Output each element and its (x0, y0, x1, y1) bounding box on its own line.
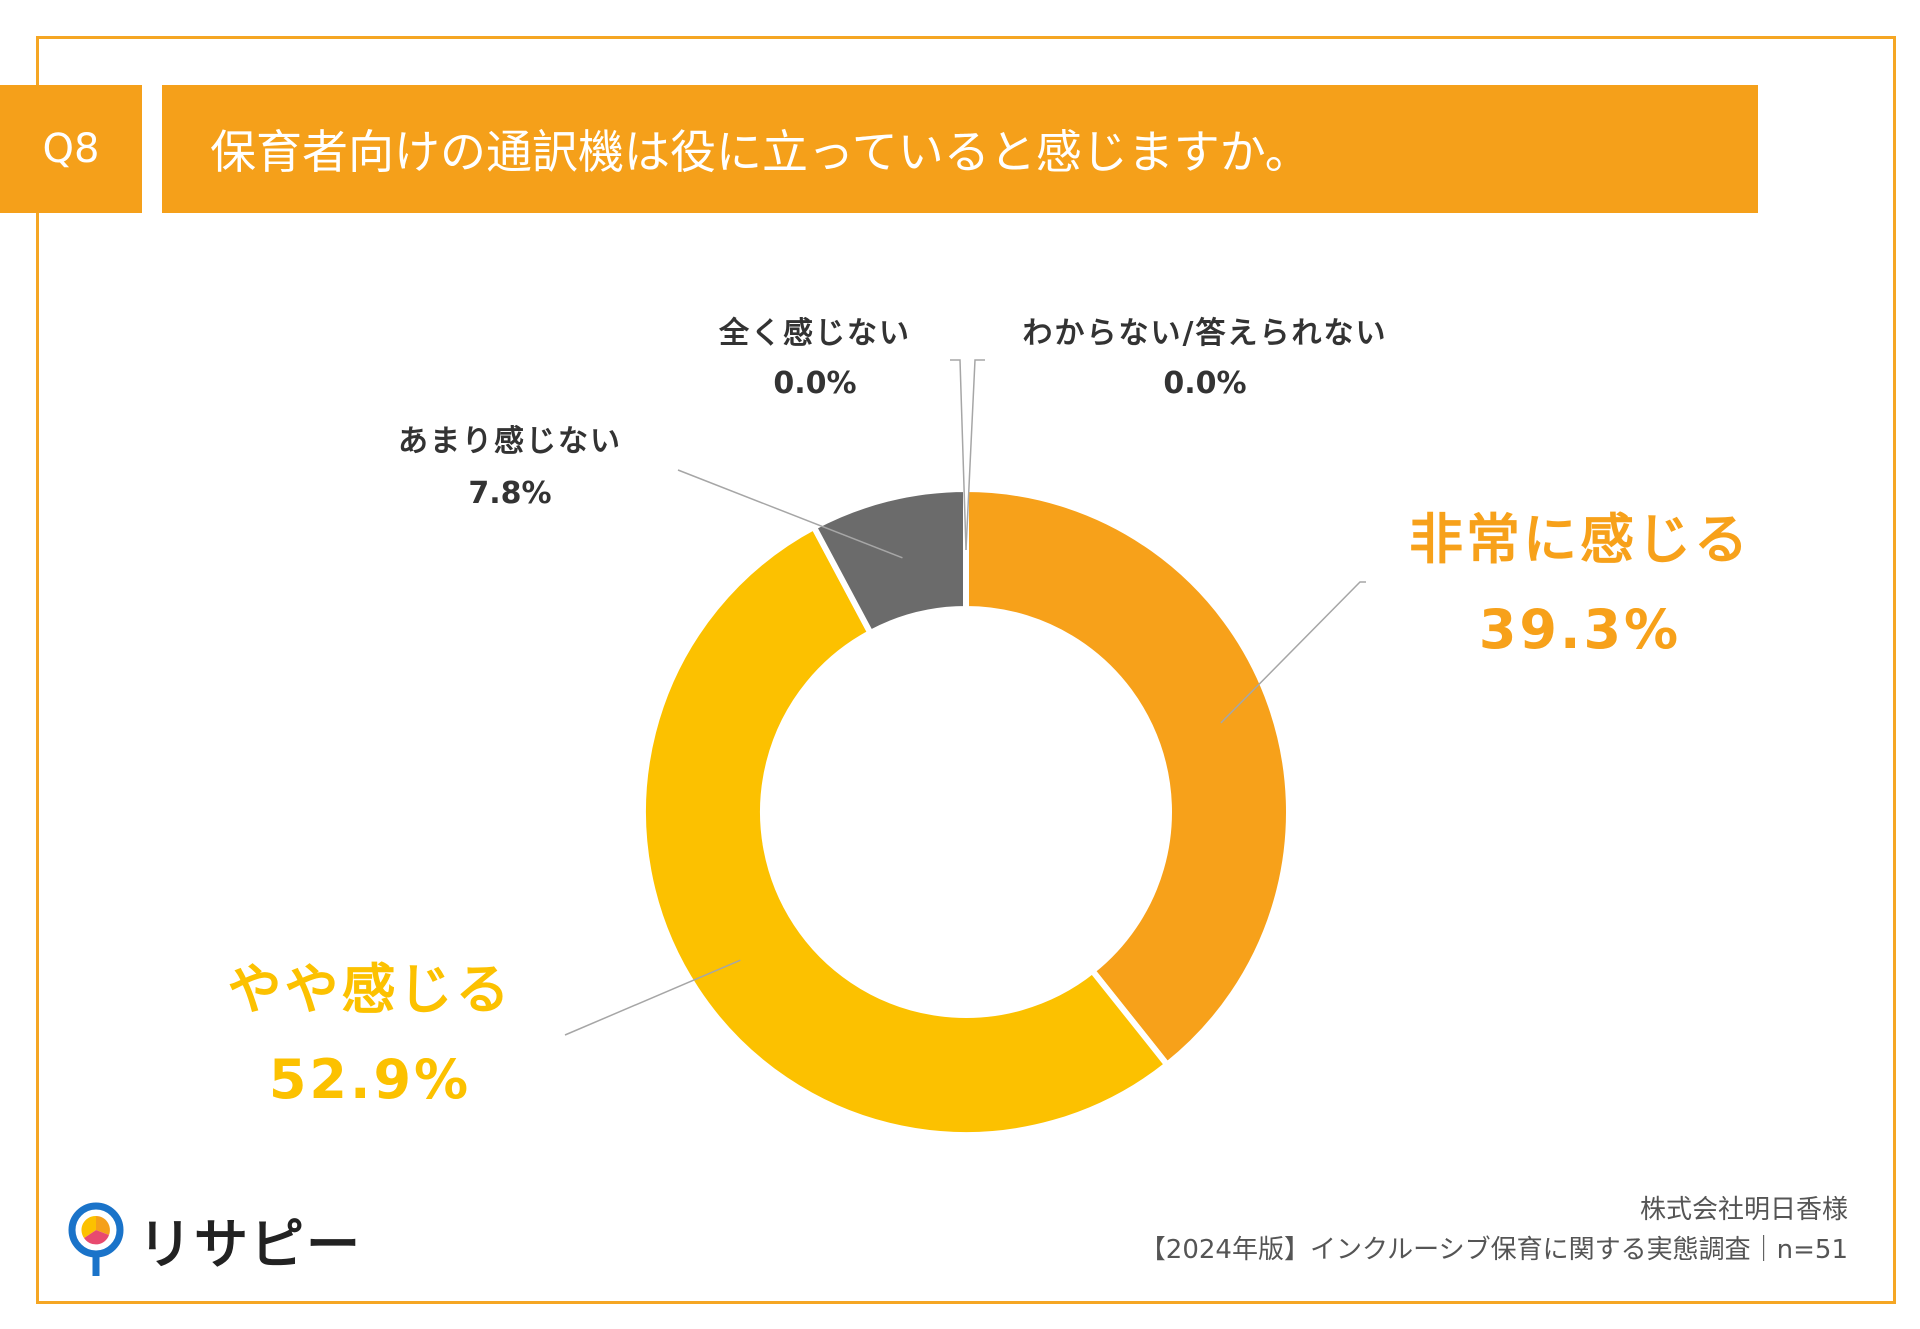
footer-client: 株式会社明日香様 (1639, 1195, 1848, 1225)
leader-line-4 (965, 359, 985, 551)
label-value-4: 0.0% (1163, 366, 1247, 401)
footer-survey: 【2024年版】インクルーシブ保育に関する実態調査｜n=51 (1139, 1235, 1848, 1265)
label-category-1: やや感じる (227, 958, 513, 1021)
leader-line-2 (677, 469, 903, 559)
donut-slice-2 (809, 485, 969, 637)
donut-slice-0 (963, 485, 1292, 1069)
label-category-3: 全く感じない (719, 316, 911, 351)
leader-line-0 (1220, 581, 1366, 724)
brand-pin-icon (68, 1202, 124, 1276)
footer: 株式会社明日香様 【2024年版】インクルーシブ保育に関する実態調査｜n=51 (1140, 1190, 1848, 1270)
label-value-1: 52.9% (268, 1048, 472, 1111)
label-category-4: わからない/答えられない (1022, 316, 1388, 351)
label-value-0: 39.3% (1478, 598, 1682, 661)
brand-logo: リサピー (68, 1200, 362, 1279)
label-category-0: 非常に感じる (1409, 508, 1751, 571)
chart-frame (36, 36, 1896, 1304)
label-value-2: 7.8% (468, 476, 552, 511)
question-title: 保育者向けの通訳機は役に立っていると感じますか。 (162, 85, 1758, 213)
donut-slice-1 (640, 522, 1172, 1138)
label-value-3: 0.0% (773, 366, 857, 401)
label-category-2: あまり感じない (398, 424, 622, 459)
question-number-badge: Q8 (0, 85, 142, 213)
leader-line-1 (564, 959, 741, 1036)
leader-line-3 (950, 359, 967, 551)
brand-name: リサピー (138, 1213, 362, 1276)
